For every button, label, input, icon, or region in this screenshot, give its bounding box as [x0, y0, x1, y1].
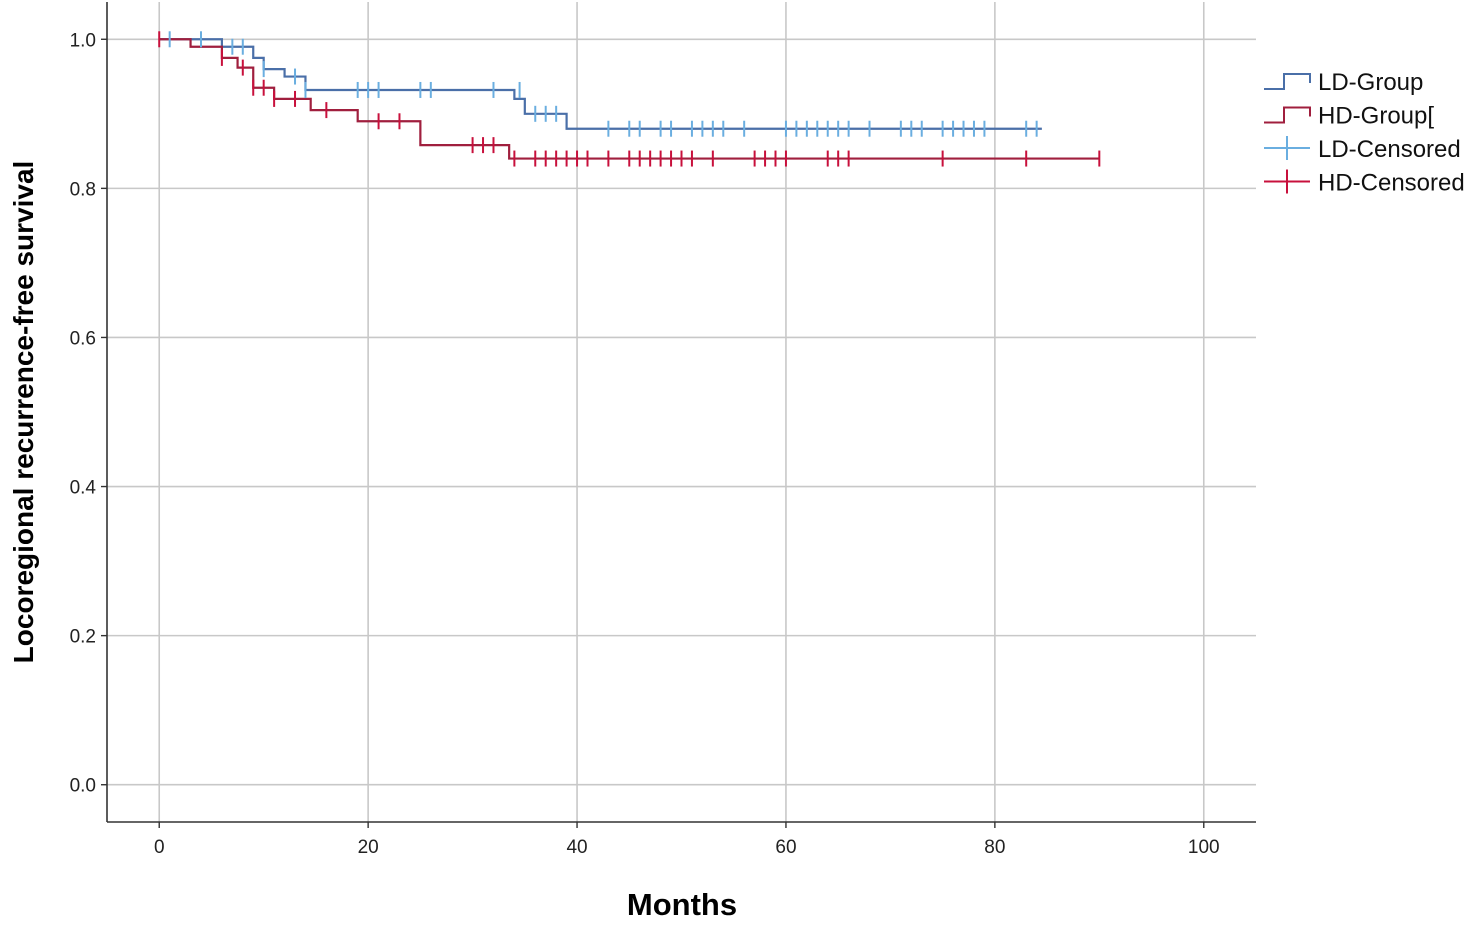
y-tick-label: 1.0	[70, 30, 96, 51]
legend-label-0: LD-Group	[1318, 69, 1423, 96]
x-tick-label: 20	[358, 837, 379, 858]
x-tick-label: 100	[1188, 837, 1220, 858]
y-axis-title: Locoregional recurrence-free survival	[8, 161, 39, 664]
x-tick-label: 0	[154, 837, 165, 858]
grid-lines	[107, 2, 1256, 822]
series-line-1	[159, 38, 1100, 160]
legend-label-3: HD-Censored	[1318, 170, 1465, 197]
legend-label-2: LD-Censored	[1318, 136, 1461, 163]
legend-swatch-1	[1264, 106, 1311, 124]
x-tick-label: 60	[775, 837, 796, 858]
series-line-0	[159, 38, 1042, 130]
y-tick-label: 0.8	[70, 179, 96, 200]
legend-swatch-0	[1264, 73, 1311, 90]
x-tick-label: 40	[566, 837, 587, 858]
plot-area	[158, 31, 1101, 167]
tick-labels: 0 20 40 60 80 100 0.0 0.2 0.4 0.6 0.8 1.0	[70, 30, 1220, 858]
y-tick-label: 0.4	[70, 478, 97, 499]
legend-label-1: HD-Group[	[1318, 103, 1434, 130]
x-tick-label: 80	[984, 837, 1005, 858]
y-tick-label: 0.2	[70, 627, 96, 648]
legend: LD-Group HD-Group[ LD-Censored HD-Censored	[1264, 69, 1465, 197]
y-tick-label: 0.6	[70, 328, 96, 349]
x-axis-title: Months	[627, 887, 737, 922]
axes	[101, 2, 1256, 828]
y-tick-label: 0.0	[70, 776, 96, 797]
